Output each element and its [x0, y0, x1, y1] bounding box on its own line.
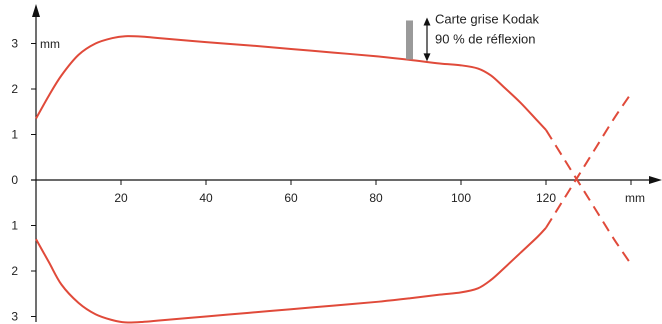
gray-card-marker: [406, 20, 413, 60]
y-tick-label: 0: [11, 173, 18, 187]
series-line-1: [35, 35, 547, 131]
arrow-head-down: [423, 53, 431, 62]
series-line-dashed-3: [545, 129, 632, 265]
annotation-line-2: 90 % de réflexion: [435, 31, 535, 46]
axes: 20 40 60 80 100 120 mm 3 2 1 0 1 2 3 mm: [11, 4, 662, 324]
plot-area: [35, 35, 632, 324]
y-tick-label: 2: [11, 82, 18, 96]
series-line-2: [35, 227, 547, 324]
x-axis-arrow-icon: [649, 176, 662, 184]
x-tick-label: 120: [536, 191, 556, 205]
arrow-head-up: [423, 17, 431, 26]
y-tick-label: 1: [11, 219, 18, 233]
y-axis-arrow-icon: [32, 4, 40, 17]
x-tick-label: 100: [451, 191, 471, 205]
y-unit-label: mm: [40, 37, 60, 51]
annotation: Carte grise Kodak 90 % de réflexion: [406, 11, 540, 62]
y-tick-label: 1: [11, 128, 18, 142]
x-tick-label: 20: [114, 191, 128, 205]
x-tick-label: 80: [369, 191, 383, 205]
double-arrow-icon: [423, 17, 431, 62]
y-tick-label: 3: [11, 310, 18, 324]
x-tick-label: 60: [284, 191, 298, 205]
annotation-line-1: Carte grise Kodak: [435, 11, 540, 26]
series-line-dashed-4: [545, 92, 632, 229]
x-unit-label: mm: [625, 191, 645, 205]
y-tick-label: 2: [11, 264, 18, 278]
y-tick-label: 3: [11, 37, 18, 51]
x-tick-label: 40: [199, 191, 213, 205]
